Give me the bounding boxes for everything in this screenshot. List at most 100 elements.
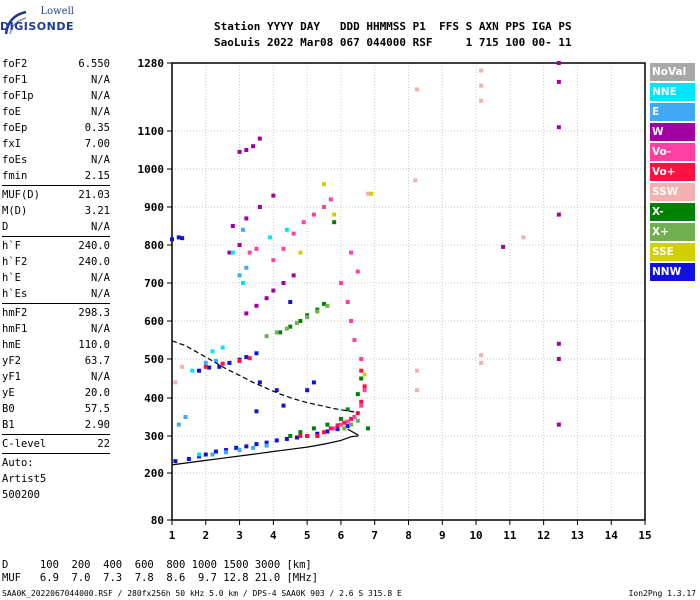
data-point — [213, 358, 218, 363]
x-tick-label: 9 — [439, 529, 446, 542]
data-point — [359, 403, 364, 408]
param-value: 110.0 — [78, 339, 110, 351]
data-point — [332, 220, 337, 225]
data-point — [414, 368, 419, 373]
param-row: MUF(D) 21.03 — [2, 187, 110, 203]
x-tick-label: 7 — [371, 529, 378, 542]
x-tick-label: 15 — [638, 529, 651, 542]
legend-item-nne: NNE — [650, 83, 695, 101]
muf-value-row: MUF 6.9 7.0 7.3 7.8 8.6 9.7 12.8 21.0 [M… — [2, 572, 319, 584]
param-value: N/A — [91, 106, 110, 118]
data-point — [227, 360, 232, 365]
x-tick-label: 4 — [270, 529, 277, 542]
y-tick-label: 1100 — [138, 125, 165, 138]
data-point — [173, 459, 178, 464]
param-row: h`Es N/A — [2, 286, 110, 302]
data-point — [315, 434, 320, 438]
data-point — [479, 360, 484, 365]
param-name: h`Es — [2, 288, 28, 300]
legend-item-noval: NoVal — [650, 63, 695, 81]
data-point — [264, 443, 269, 448]
data-point — [237, 243, 242, 247]
autoscaling-note: Auto: — [2, 457, 34, 469]
data-point — [271, 288, 276, 293]
param-row: C-level 22 — [2, 436, 110, 452]
data-point — [267, 235, 272, 240]
data-point — [220, 345, 225, 350]
data-point — [230, 250, 235, 255]
parameter-panel: foF2 6.550 foF1 N/A foF1p N/A foE N/A foEp 0.35 fx… — [2, 56, 110, 503]
data-point — [257, 205, 262, 209]
data-point — [257, 136, 262, 141]
data-point — [284, 227, 289, 232]
data-point — [220, 361, 225, 366]
data-point — [335, 423, 340, 428]
param-name: hmE — [2, 339, 21, 351]
y-tick-label: 500 — [144, 353, 164, 366]
trace-fit-curve — [171, 428, 359, 466]
param-row: fxI 7.00 — [2, 136, 110, 152]
data-point — [362, 384, 367, 389]
param-value: N/A — [91, 90, 110, 102]
param-name: yF1 — [2, 371, 21, 383]
data-point — [342, 426, 347, 431]
data-point — [322, 430, 327, 435]
data-point — [237, 273, 242, 278]
data-point — [345, 407, 350, 412]
x-tick-label: 6 — [338, 529, 345, 542]
data-point — [247, 250, 252, 255]
software-version: Ion2Png 1.3.17 — [628, 589, 696, 598]
param-value: 20.0 — [84, 387, 110, 399]
data-point — [197, 368, 202, 373]
legend-item-w: W — [650, 123, 695, 141]
data-point — [414, 388, 419, 393]
logo-swoosh-icon — [4, 10, 27, 35]
data-point — [251, 445, 256, 450]
y-tick-label: 1000 — [138, 163, 165, 176]
data-point — [298, 434, 303, 438]
param-name: fmin — [2, 170, 28, 182]
data-point — [271, 258, 276, 263]
y-tick-label: 300 — [144, 430, 164, 443]
polarization-legend: NoVal NNE E W Vo- Vo+ SSW X- X+ SSE NNW — [650, 63, 695, 283]
file-info-footer: SAA0K_2022067044000.RSF / 280fx256h 50 k… — [2, 589, 402, 598]
param-row: h`F 240.0 — [2, 238, 110, 254]
data-point — [217, 364, 222, 369]
data-point — [284, 436, 289, 441]
data-point — [556, 79, 561, 84]
param-name: yF2 — [2, 355, 21, 367]
data-point — [556, 125, 561, 130]
data-point — [210, 349, 215, 354]
param-value: 6.550 — [78, 58, 110, 70]
data-point — [291, 273, 296, 278]
data-point — [281, 403, 286, 408]
data-point — [325, 429, 330, 434]
param-name: B1 — [2, 419, 15, 431]
param-value: N/A — [91, 272, 110, 284]
param-row: h`E N/A — [2, 270, 110, 286]
x-tick-label: 1 — [169, 529, 176, 542]
data-point — [240, 227, 245, 232]
data-point — [311, 426, 316, 431]
param-name: h`F2 — [2, 256, 28, 268]
data-point — [311, 380, 316, 385]
data-point — [257, 380, 262, 385]
data-point — [254, 246, 259, 251]
param-row: hmF1 N/A — [2, 321, 110, 337]
param-value: 63.7 — [84, 355, 110, 367]
param-value: 240.0 — [78, 256, 110, 268]
data-point — [311, 212, 316, 217]
param-value: N/A — [91, 323, 110, 335]
param-value: 2.15 — [84, 170, 110, 182]
data-point — [295, 320, 300, 325]
param-row: foF1 N/A — [2, 72, 110, 88]
data-point — [328, 426, 333, 431]
x-tick-label: 10 — [469, 529, 482, 542]
param-separator — [2, 236, 110, 237]
y-tick-label: 200 — [144, 467, 164, 480]
param-name: D — [2, 221, 9, 233]
data-point — [355, 411, 360, 416]
data-point — [556, 341, 561, 346]
data-point — [237, 358, 242, 363]
y-tick-label: 80 — [151, 514, 164, 527]
